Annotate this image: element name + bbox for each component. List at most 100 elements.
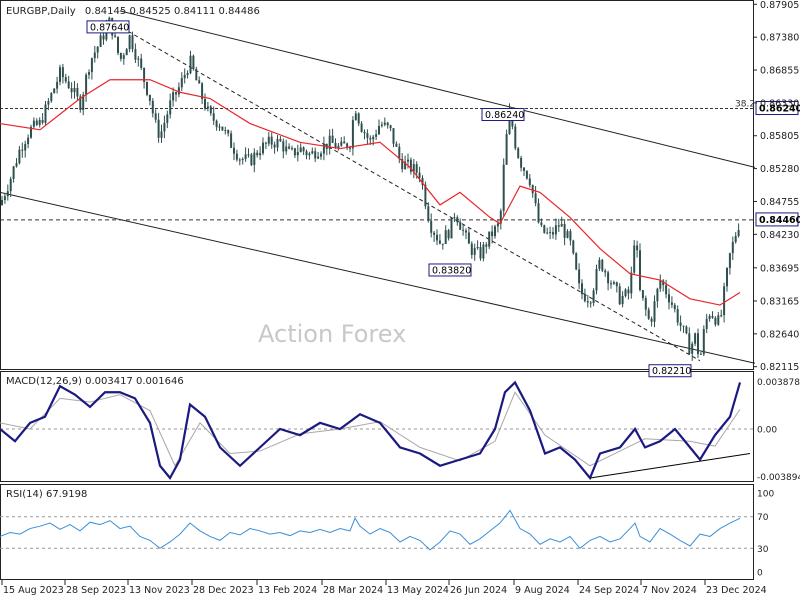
candle: [204, 93, 206, 111]
candle-body: [697, 333, 699, 354]
candle-body: [64, 77, 67, 82]
price-annotation: 0.87640: [86, 20, 130, 34]
candle: [233, 142, 235, 161]
candle-body: [636, 245, 639, 251]
candle: [99, 33, 102, 48]
candle-body: [6, 191, 9, 197]
candle: [728, 252, 731, 275]
candle-body: [157, 119, 160, 138]
candle: [276, 135, 279, 152]
annotation-box: [86, 20, 130, 34]
moving-average-line: [0, 79, 741, 306]
candle-body: [206, 106, 209, 109]
candle-body: [647, 309, 650, 319]
candle: [169, 93, 172, 119]
candle: [479, 241, 482, 261]
time-tick-label: 28 Mar 2024: [323, 585, 383, 596]
candle: [317, 151, 320, 160]
candle-body: [67, 81, 70, 88]
candle: [470, 241, 473, 259]
candle: [714, 316, 717, 327]
candle: [41, 113, 44, 125]
candle: [1, 195, 3, 206]
candle-body: [453, 217, 456, 219]
level-price-tag: 0.86240: [755, 101, 800, 116]
candle-body: [401, 158, 404, 170]
candle-body: [694, 333, 697, 344]
candle-body: [349, 147, 351, 149]
candle: [172, 87, 175, 107]
candle-body: [633, 245, 636, 273]
candle: [117, 36, 119, 56]
candle-body: [119, 53, 122, 59]
candle: [195, 66, 198, 81]
candle: [291, 145, 293, 151]
candle-body: [447, 230, 450, 239]
candle: [583, 288, 586, 303]
candle: [491, 225, 494, 244]
candle-body: [508, 110, 511, 134]
candle: [578, 263, 581, 290]
candle-body: [670, 302, 673, 305]
candle-body: [259, 153, 262, 156]
candle: [212, 106, 215, 126]
candle-body: [560, 224, 563, 227]
macd-tick-label: 0.00: [757, 426, 777, 436]
candle: [296, 144, 299, 162]
candle-body: [595, 268, 598, 291]
candle-body: [201, 83, 204, 100]
candle-body: [459, 222, 462, 230]
candle: [534, 186, 537, 207]
candle-body: [32, 120, 35, 127]
candle: [459, 218, 462, 231]
candle: [726, 267, 728, 292]
candle: [566, 229, 569, 239]
candle-body: [175, 92, 177, 95]
candle: [59, 64, 61, 86]
candle-body: [723, 286, 726, 316]
candle: [450, 217, 453, 239]
candle: [96, 45, 99, 59]
candle: [482, 241, 485, 262]
candle-body: [299, 147, 302, 153]
candle: [711, 311, 714, 319]
candle-body: [380, 124, 383, 126]
candle-body: [131, 35, 134, 50]
candle-body: [172, 92, 175, 101]
candle: [44, 100, 47, 125]
candle-body: [180, 78, 183, 88]
candle-body: [238, 159, 241, 161]
candle-body: [354, 113, 357, 121]
candle: [496, 219, 499, 233]
candle-body: [244, 154, 247, 159]
candle-body: [438, 240, 441, 244]
rsi-label: RSI(14) 67.9198: [6, 489, 87, 500]
candle-body: [27, 137, 30, 145]
candle-body: [76, 87, 79, 97]
candle: [708, 314, 711, 322]
candle: [685, 325, 688, 335]
candle-body: [537, 203, 540, 223]
candle-body: [218, 126, 221, 128]
ohlc-label: 0.84145 0.84525 0.84111 0.84486: [85, 6, 260, 17]
candle: [430, 213, 433, 238]
price-tick-label: 0.83695: [760, 263, 799, 274]
candle: [717, 312, 720, 326]
candle: [389, 124, 392, 132]
candle: [282, 138, 285, 159]
candle-body: [543, 225, 546, 233]
time-tick-label: 24 Sep 2024: [579, 585, 639, 596]
candle-body: [630, 272, 633, 294]
candle-body: [627, 289, 630, 294]
rsi-line: [0, 509, 741, 551]
candle: [436, 229, 438, 246]
watermark: Action Forex: [258, 320, 406, 348]
candle: [340, 137, 343, 147]
candle: [79, 94, 82, 113]
candle-body: [386, 122, 389, 126]
candle-body: [656, 288, 659, 302]
time-tick-label: 13 May 2024: [387, 585, 449, 596]
fib-note-label: 38.2: [735, 100, 755, 110]
candle: [189, 50, 192, 75]
candle: [691, 341, 694, 361]
